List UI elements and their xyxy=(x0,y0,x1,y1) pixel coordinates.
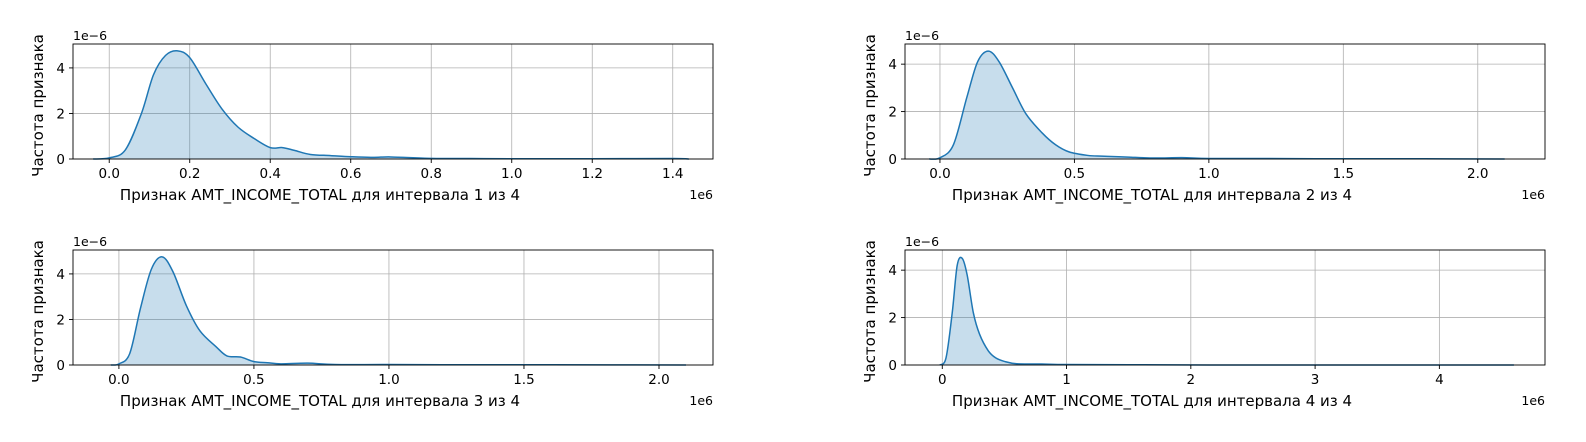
axes-frame-2 xyxy=(904,43,1546,160)
x-tick-label: 0.5 xyxy=(1064,166,1085,182)
x-tick-label: 1.2 xyxy=(582,166,603,182)
subplot-2: 0.0 0.5 1.0 1.5 2.0 0 2 4 1e−6 1e6 Признак AMT_INC… xyxy=(861,28,1546,205)
y-tick-label: 2 xyxy=(888,105,897,121)
x-axis-label: Признак AMT_INCOME_TOTAL для интервала 3… xyxy=(120,392,520,411)
y-axis-label: Частота признака xyxy=(29,240,47,383)
density-line-4 xyxy=(939,256,1514,366)
x-axis-label: Признак AMT_INCOME_TOTAL для интервала 2… xyxy=(952,186,1352,205)
density-area-1 xyxy=(93,50,689,159)
density-line-1 xyxy=(93,50,689,160)
density-area-2 xyxy=(929,51,1505,160)
y-offset-label: 1e−6 xyxy=(905,28,939,43)
x-tick-label: 0.0 xyxy=(98,166,119,182)
axes-frame-1 xyxy=(72,43,714,160)
x-tick-label: 2.0 xyxy=(648,372,669,388)
x-tick-label: 2.0 xyxy=(1467,166,1488,182)
x-tick-label: 1.0 xyxy=(378,372,399,388)
x-tick-label: 0.2 xyxy=(179,166,200,182)
x-tick-label: 1.5 xyxy=(1333,166,1354,182)
y-offset-label: 1e−6 xyxy=(905,234,939,249)
y-tick-label: 4 xyxy=(888,263,897,279)
x-tick-label: 1.0 xyxy=(1198,166,1219,182)
subplot-1: 0.0 0.2 0.4 0.6 0.8 1.0 1.2 1.4 0 2 4 1e−6 1e6 Призна… xyxy=(29,28,714,205)
y-tick-label: 2 xyxy=(56,312,65,328)
y-tick-label: 4 xyxy=(888,57,897,73)
x-tick-label: 0.0 xyxy=(929,166,950,182)
y-offset-label: 1e−6 xyxy=(73,28,107,43)
x-axis-label: Признак AMT_INCOME_TOTAL для интервала 1… xyxy=(120,186,520,205)
density-area-4 xyxy=(939,257,1514,366)
y-tick-label: 0 xyxy=(888,358,897,374)
x-tick-label: 4 xyxy=(1435,372,1444,388)
axes-frame-3 xyxy=(72,249,714,366)
x-offset-label: 1e6 xyxy=(689,393,713,408)
density-area-3 xyxy=(110,256,686,366)
x-tick-label: 1.4 xyxy=(662,166,683,182)
x-tick-label: 3 xyxy=(1311,372,1320,388)
y-tick-label: 0 xyxy=(888,152,897,168)
y-axis-label: Частота признака xyxy=(861,240,879,383)
x-offset-label: 1e6 xyxy=(689,187,713,202)
x-tick-label: 0.5 xyxy=(243,372,264,388)
x-axis-label: Признак AMT_INCOME_TOTAL для интервала 4… xyxy=(952,392,1352,411)
x-tick-label: 0.6 xyxy=(340,166,361,182)
x-tick-label: 2 xyxy=(1187,372,1196,388)
y-axis-label: Частота признака xyxy=(861,34,879,177)
subplot-4: 0 1 2 3 4 0 2 4 1e−6 1e6 Признак AMT_INCOME_TOTAL … xyxy=(861,234,1546,411)
x-offset-label: 1e6 xyxy=(1521,393,1545,408)
y-tick-label: 2 xyxy=(888,311,897,327)
y-tick-label: 4 xyxy=(56,267,65,283)
subplot-3: 0.0 0.5 1.0 1.5 2.0 0 2 4 1e−6 1e6 Признак AMT_INC… xyxy=(29,234,714,411)
x-tick-label: 0.4 xyxy=(259,166,280,182)
y-tick-label: 0 xyxy=(56,358,65,374)
y-tick-label: 0 xyxy=(56,152,65,168)
x-tick-label: 1.5 xyxy=(513,372,534,388)
x-tick-label: 0.0 xyxy=(108,372,129,388)
x-offset-label: 1e6 xyxy=(1521,187,1545,202)
y-tick-label: 2 xyxy=(56,106,65,122)
x-tick-label: 1.0 xyxy=(501,166,522,182)
x-tick-label: 0 xyxy=(938,372,947,388)
y-tick-label: 4 xyxy=(56,61,65,77)
y-axis-label: Частота признака xyxy=(29,34,47,177)
x-tick-label: 0.8 xyxy=(420,166,441,182)
axes-frame-4 xyxy=(904,249,1546,366)
x-tick-label: 1 xyxy=(1062,372,1071,388)
y-offset-label: 1e−6 xyxy=(73,234,107,249)
